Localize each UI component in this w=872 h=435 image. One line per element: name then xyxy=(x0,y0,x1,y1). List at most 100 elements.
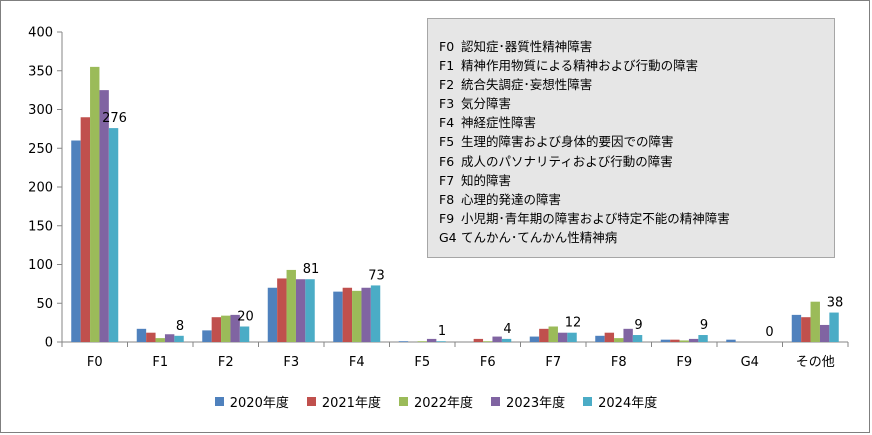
note-text: 精神作用物質による精神および行動の障害 xyxy=(461,58,699,74)
bar xyxy=(726,339,736,342)
note-code: F2 xyxy=(439,77,455,93)
bar xyxy=(660,339,671,342)
bar xyxy=(604,332,615,342)
note-line-3: F3 気分障害 xyxy=(439,94,834,113)
note-line-2: F2 統合失調症･妄想性障害 xyxy=(439,75,834,94)
y-tick-label: 150 xyxy=(28,219,53,234)
bar xyxy=(164,334,175,342)
data-label: 81 xyxy=(303,262,320,277)
bar xyxy=(801,317,811,342)
note-code: F6 xyxy=(439,153,455,169)
bar xyxy=(146,332,156,342)
bar xyxy=(698,335,708,342)
data-label: 4 xyxy=(503,322,511,337)
bar xyxy=(174,335,184,342)
note-text: 成人のパソナリティおよび行動の障害 xyxy=(461,153,673,169)
legend-swatch xyxy=(491,397,501,406)
bar xyxy=(352,290,362,342)
legend-label: 2021年度 xyxy=(321,396,381,411)
bar xyxy=(342,287,353,342)
y-tick-label: 350 xyxy=(28,64,53,79)
y-tick-label: 400 xyxy=(28,26,53,41)
note-text: てんかん･てんかん性精神病 xyxy=(461,229,618,245)
x-tick-label: F7 xyxy=(545,355,561,370)
legend-label: 2024年度 xyxy=(598,396,658,411)
data-label: 276 xyxy=(102,111,127,126)
bar xyxy=(529,336,540,342)
note-line-7: F7 知的障害 xyxy=(439,171,834,190)
legend-item-2022: 2022年度 xyxy=(398,392,474,411)
bar xyxy=(791,314,802,342)
legend-item-2024: 2024年度 xyxy=(583,392,657,411)
x-tick-label: F5 xyxy=(414,355,430,370)
bar xyxy=(333,291,343,342)
x-tick-label: F1 xyxy=(152,355,168,370)
x-tick-label: F9 xyxy=(676,355,692,370)
note-code: G4 xyxy=(439,229,457,245)
note-text: 神経症性障害 xyxy=(461,115,537,131)
bar xyxy=(108,128,119,342)
bar xyxy=(80,117,91,342)
note-line-4: F4 神経症性障害 xyxy=(439,113,834,132)
note-text: 気分障害 xyxy=(461,96,512,112)
note-code: F5 xyxy=(439,134,455,150)
y-tick-label: 0 xyxy=(45,336,53,351)
bar xyxy=(239,326,250,342)
bar xyxy=(370,285,381,342)
y-tick-label: 300 xyxy=(28,103,53,118)
bar xyxy=(398,341,409,342)
bar xyxy=(539,328,549,342)
note-text: 統合失調症･妄想性障害 xyxy=(461,77,593,93)
data-label: 0 xyxy=(765,325,773,340)
x-tick-label: F8 xyxy=(611,355,627,370)
data-label: 1 xyxy=(438,324,446,339)
legend-swatch xyxy=(306,397,316,406)
x-tick-label: F0 xyxy=(87,355,103,370)
bar xyxy=(483,341,493,342)
data-label: 9 xyxy=(700,318,708,333)
bar xyxy=(436,341,446,342)
bar xyxy=(426,338,437,342)
bar xyxy=(829,312,839,342)
legend-item-2021: 2021年度 xyxy=(306,392,381,411)
x-tick-label: F4 xyxy=(349,355,365,370)
bar xyxy=(305,279,315,342)
data-label: 73 xyxy=(368,268,385,283)
note-line-9: F9 小児期･青年期の障害および特定不能の精神障害 xyxy=(439,209,834,228)
bar xyxy=(221,315,231,342)
legend-swatch xyxy=(214,397,224,406)
bar xyxy=(810,301,820,342)
bar xyxy=(90,66,100,342)
bar xyxy=(136,328,147,342)
note-code: F9 xyxy=(439,210,455,226)
note-line-0: F0 認知症･器質性精神障害 xyxy=(439,37,834,56)
bar xyxy=(361,287,371,342)
note-text: 知的障害 xyxy=(461,172,512,188)
bar xyxy=(548,326,558,342)
y-tick-label: 100 xyxy=(28,258,53,273)
bar xyxy=(267,287,278,342)
bar xyxy=(632,335,643,342)
series-legend: 2020年度 2021年度 2022年度 2023年度 2024年度 xyxy=(0,392,872,411)
note-text: 生理的障害および身体的要因での障害 xyxy=(461,134,674,150)
legend-label: 2022年度 xyxy=(413,396,474,411)
legend-swatch xyxy=(398,397,408,406)
bar xyxy=(277,278,287,342)
category-legend-box: F0 認知症･器質性精神障害 F1 精神作用物質による精神および行動の障害 F2 統合… xyxy=(427,18,835,258)
bar xyxy=(501,338,512,342)
legend-item-2023: 2023年度 xyxy=(491,392,565,411)
bar xyxy=(819,324,830,342)
data-label: 8 xyxy=(176,319,184,334)
data-label: 38 xyxy=(827,296,844,311)
data-label: 12 xyxy=(565,316,582,331)
note-line-6: F6 成人のパソナリティおよび行動の障害 xyxy=(439,152,834,171)
note-code: F3 xyxy=(439,96,455,112)
note-line-10: G4 てんかん･てんかん性精神病 xyxy=(439,228,834,247)
legend-label: 2020年度 xyxy=(229,396,289,411)
bar xyxy=(286,269,296,342)
bar xyxy=(623,328,633,342)
y-tick-label: 200 xyxy=(28,181,53,196)
legend-item-2020: 2020年度 xyxy=(214,392,289,411)
bar xyxy=(670,339,680,342)
